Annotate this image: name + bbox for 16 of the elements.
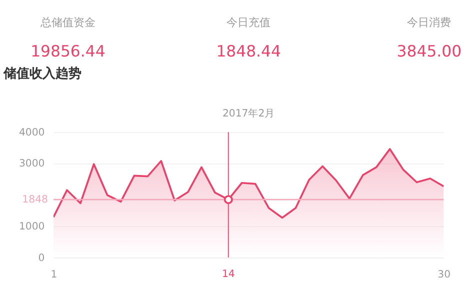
chart-subtitle: 2017年2月 — [222, 107, 275, 120]
y-tick-label: 1000 — [18, 221, 45, 232]
y-tick-label: 3000 — [18, 158, 45, 170]
text: 1848.44 — [216, 41, 281, 60]
y-tick-label: 0 — [38, 252, 45, 264]
text: 3845.00 — [396, 41, 462, 60]
chart-title: 储值收入趋势 — [2, 66, 82, 82]
category-label: 今日消费 — [407, 16, 452, 30]
ref-line-label: 14 — [222, 268, 235, 280]
x-tick-label: 1 — [50, 269, 58, 280]
category-label: 今日充值 — [226, 16, 271, 30]
ref-line-label: 1848 — [22, 194, 48, 206]
text: 19856.44 — [30, 41, 106, 60]
y-tick-label: 4000 — [18, 127, 45, 138]
category-label: 总储值资金 — [39, 16, 96, 30]
x-tick-label: 30 — [438, 269, 451, 280]
